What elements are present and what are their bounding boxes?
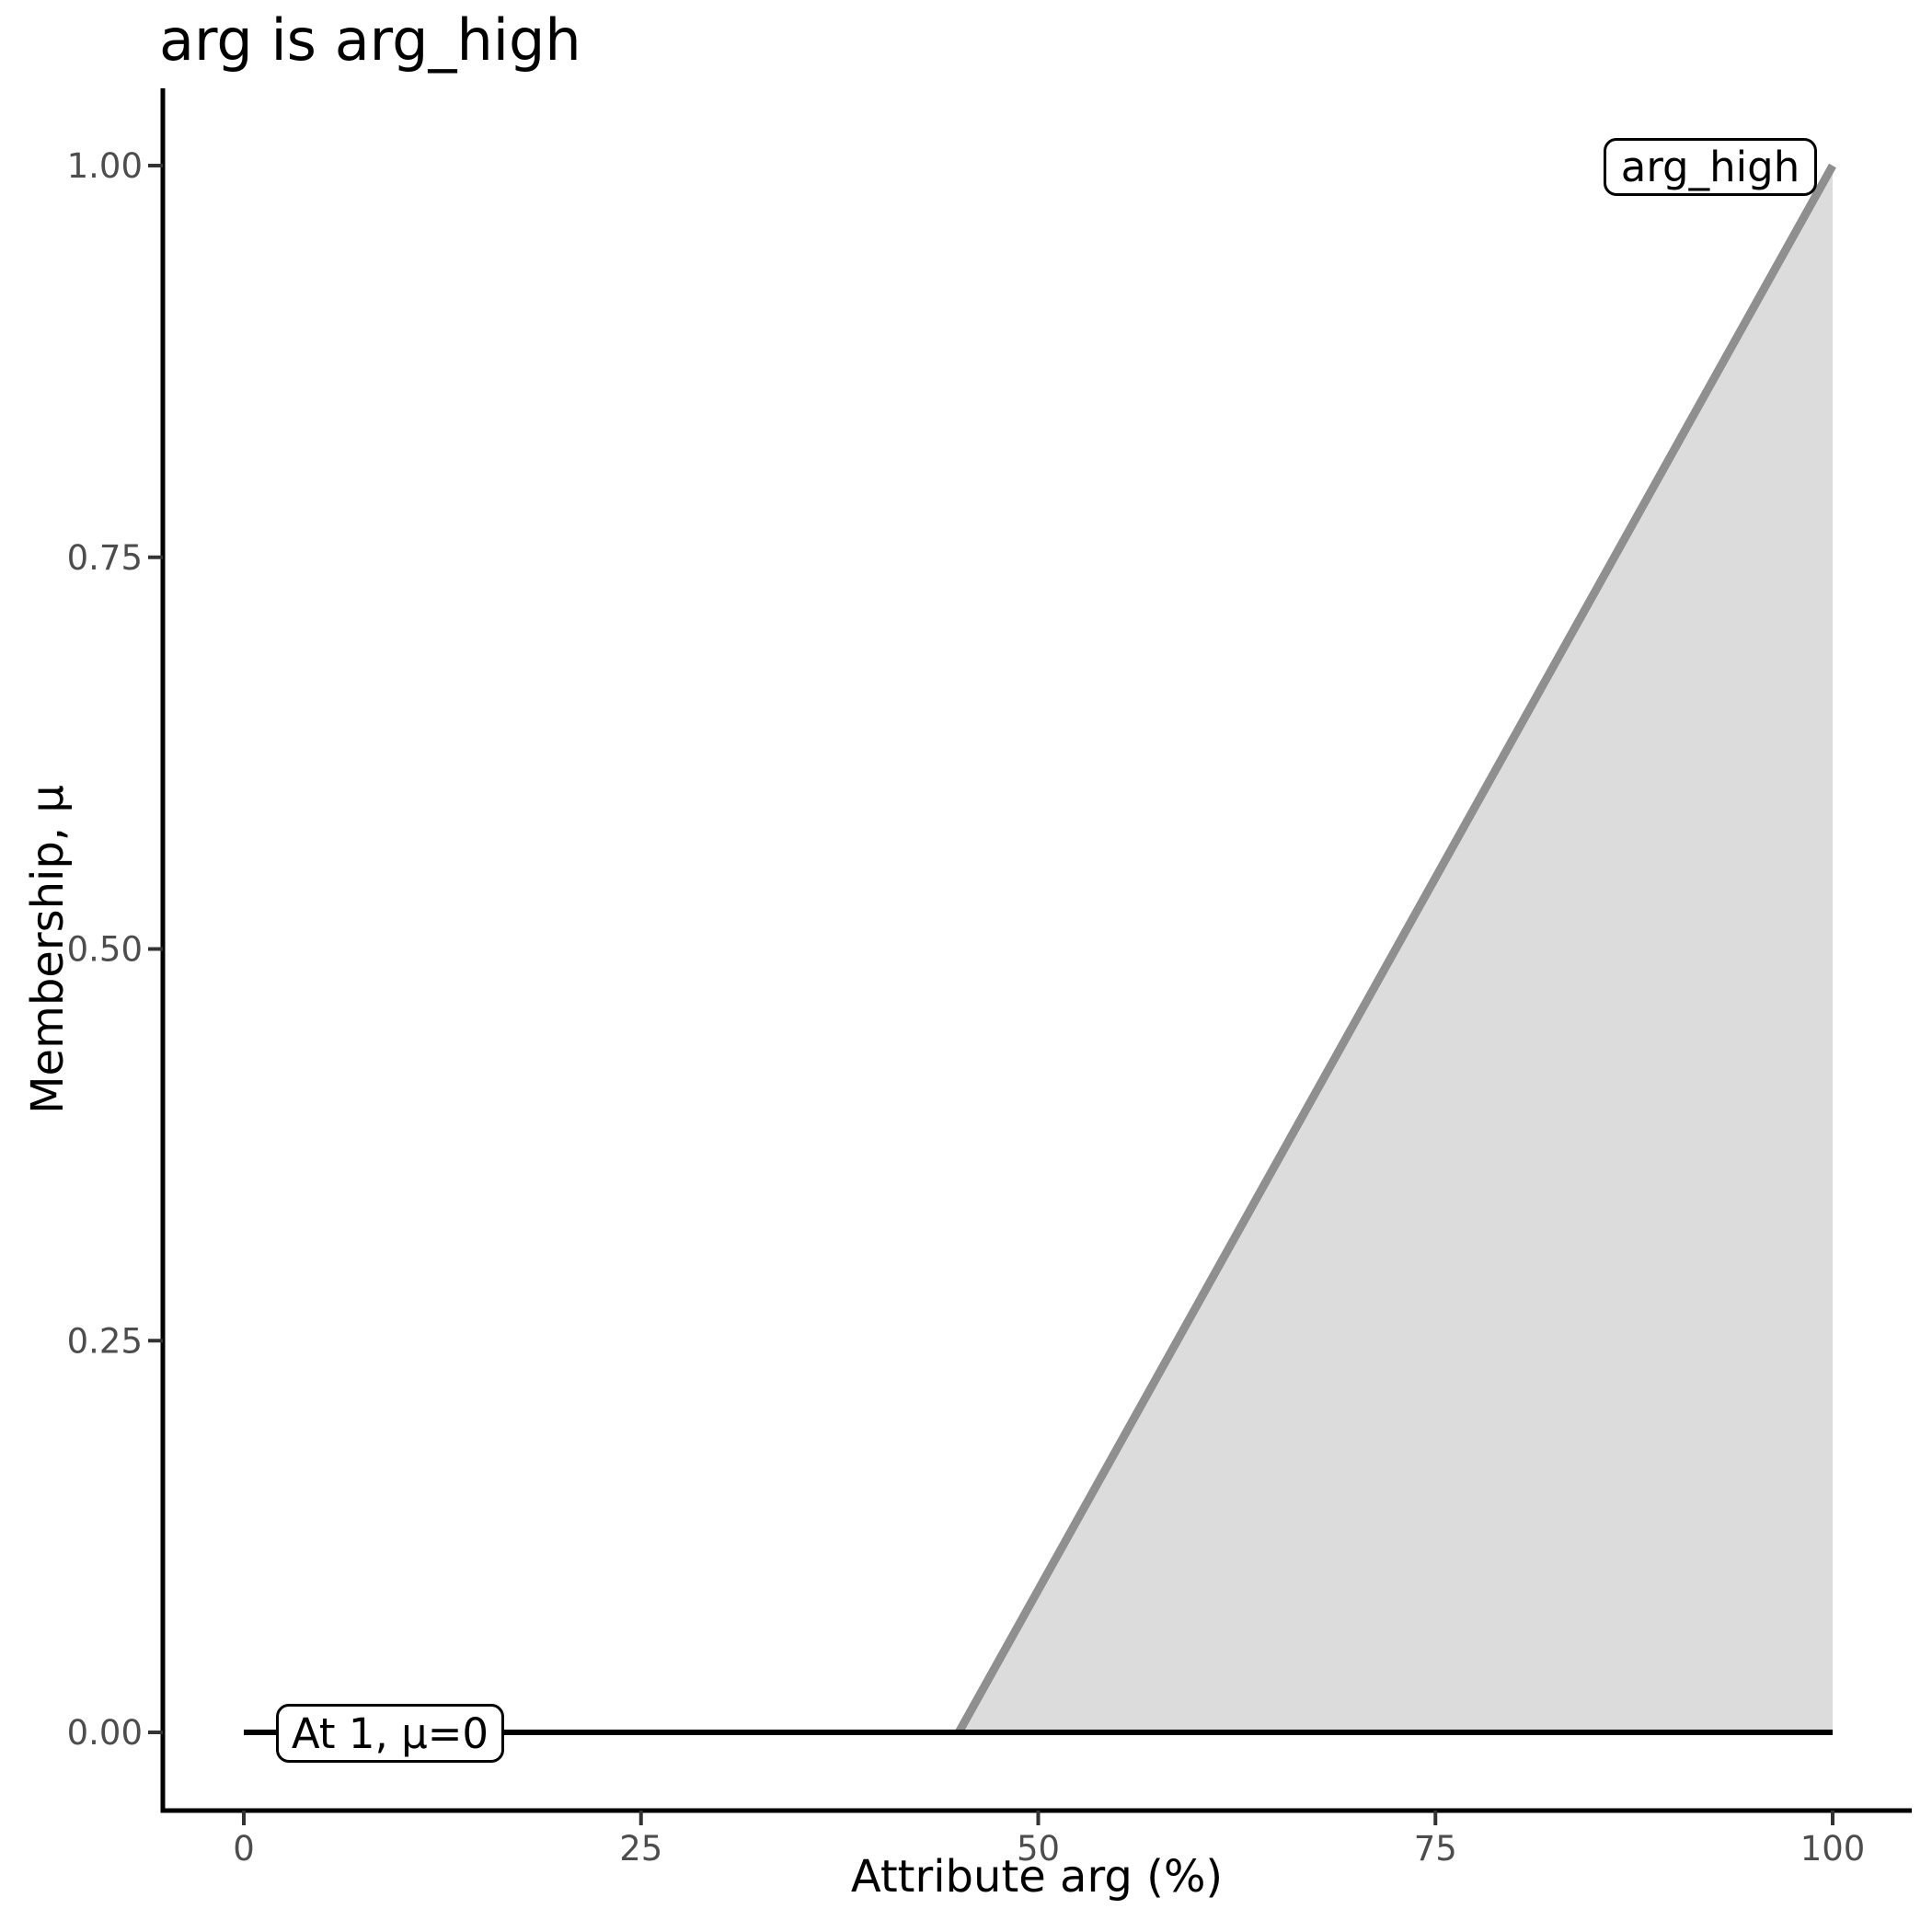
annotation-set-name-text: arg_high [1620,143,1800,191]
y-tick-label: 1.00 [67,146,143,186]
chart-title: arg is arg_high [159,6,581,74]
annotation-set-name-label: arg_high [1604,138,1817,196]
membership-line [955,163,1836,1735]
x-tick-label: 75 [1414,1829,1457,1869]
annotation-evaluation-label: At 1, µ=0 [276,1704,504,1763]
x-axis-title: Attribute arg (%) [850,1851,1224,1903]
x-tick-label: 50 [1017,1829,1060,1869]
x-tick-label: 25 [619,1829,662,1869]
x-tick-label: 0 [233,1829,255,1869]
y-tick-label: 0.25 [67,1321,143,1361]
annotation-evaluation-text: At 1, µ=0 [291,1708,489,1758]
y-axis-title: Membership, µ [22,785,74,1114]
y-tick-label: 0.50 [67,930,143,970]
x-tick-label: 100 [1800,1829,1866,1869]
y-tick-label: 0.00 [67,1713,143,1753]
y-tick-label: 0.75 [67,538,143,578]
